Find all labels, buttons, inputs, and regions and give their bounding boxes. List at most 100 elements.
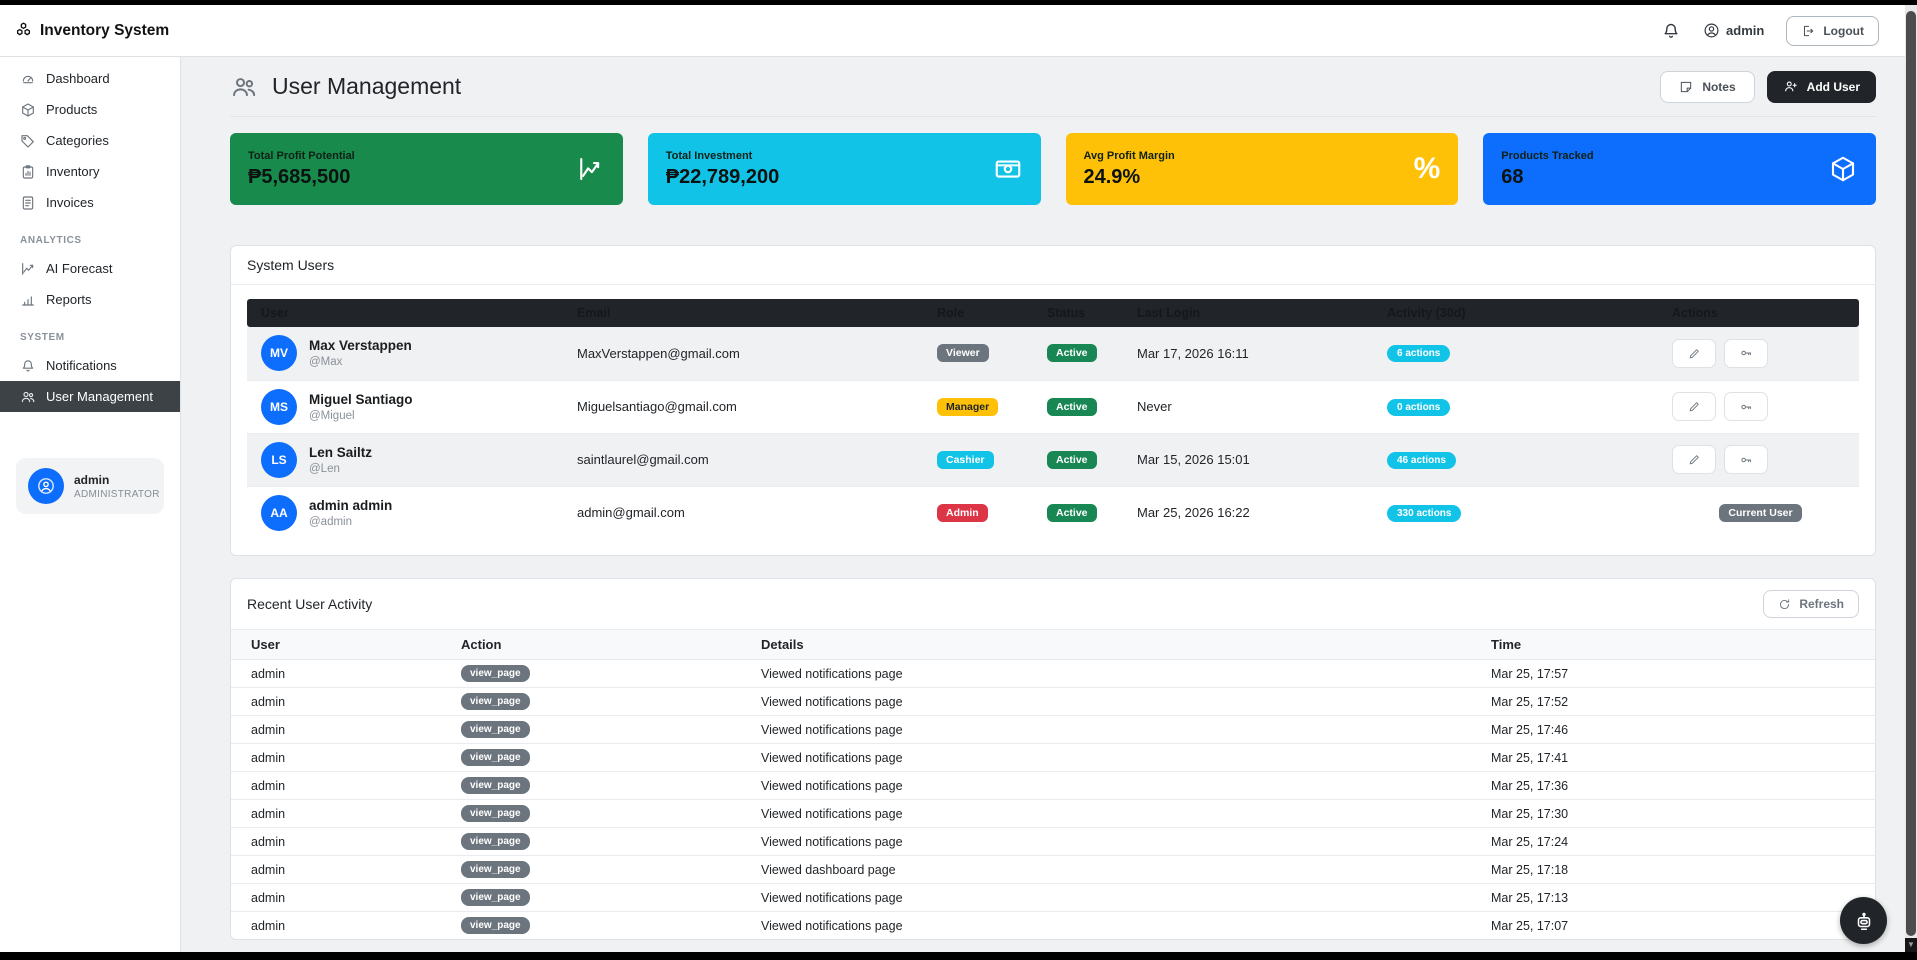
activity-user: admin	[231, 772, 441, 800]
sidebar-item-categories[interactable]: Categories	[0, 125, 180, 156]
sidebar-label: User Management	[46, 389, 153, 404]
reset-password-button[interactable]	[1724, 392, 1768, 421]
avatar: LS	[261, 442, 297, 478]
activity-details: Viewed notifications page	[741, 828, 1471, 856]
last-login: Mar 15, 2026 15:01	[1127, 433, 1377, 486]
bar-chart-icon	[20, 292, 36, 308]
activity-time: Mar 25, 17:30	[1471, 800, 1875, 828]
sidebar-item-reports[interactable]: Reports	[0, 284, 180, 315]
page-title: User Management	[272, 73, 461, 100]
list-item: admin view_page Viewed notifications pageM…	[231, 884, 1875, 912]
activity-badge: 0 actions	[1387, 399, 1450, 416]
status-badge: Active	[1047, 344, 1097, 362]
brand-title: Inventory System	[40, 22, 169, 40]
activity-user: admin	[231, 856, 441, 884]
refresh-button[interactable]: Refresh	[1763, 590, 1859, 618]
recent-activity-title: Recent User Activity	[247, 596, 372, 612]
profile-role: ADMINISTRATOR	[74, 489, 160, 500]
edit-user-button[interactable]	[1672, 392, 1716, 421]
user-email: saintlaurel@gmail.com	[567, 433, 927, 486]
activity-table-header: User Action Details Time	[231, 630, 1875, 660]
activity-time: Mar 25, 17:41	[1471, 744, 1875, 772]
list-item: adminview_pageViewed notifications pageM…	[231, 744, 1875, 772]
sidebar-label: Inventory	[46, 164, 99, 179]
top-border-strip	[0, 0, 1917, 5]
role-badge: Cashier	[937, 451, 994, 469]
activity-time: Mar 25, 17:46	[1471, 716, 1875, 744]
person-circle-icon	[1703, 22, 1720, 39]
sidebar-item-notifications[interactable]: Notifications	[0, 350, 180, 381]
stat-value: 24.9%	[1084, 166, 1175, 189]
action-badge: view_page	[461, 777, 530, 794]
activity-time: Mar 25, 17:07	[1471, 912, 1875, 940]
graph-up-icon	[20, 261, 36, 277]
logout-label: Logout	[1823, 24, 1864, 38]
sidebar-label: AI Forecast	[46, 261, 112, 276]
edit-user-button[interactable]	[1672, 445, 1716, 474]
edit-user-button[interactable]	[1672, 339, 1716, 368]
list-item: adminview_pageViewed dashboard pageMar 2…	[231, 856, 1875, 884]
stat-card-profit-potential: Total Profit Potential ₱5,685,500	[230, 133, 623, 205]
sidebar-label: Reports	[46, 292, 92, 307]
scroll-down-arrow-icon[interactable]: ▼	[1905, 938, 1917, 952]
sidebar-item-user-management[interactable]: User Management	[0, 381, 180, 412]
brand: Inventory System	[14, 21, 169, 40]
assistant-robot-button[interactable]	[1840, 897, 1887, 944]
sidebar-item-products[interactable]: Products	[0, 94, 180, 125]
col-user: User	[231, 630, 441, 660]
logout-button[interactable]: Logout	[1786, 16, 1879, 46]
cash-icon	[993, 154, 1023, 184]
activity-badge: 330 actions	[1387, 505, 1461, 522]
activity-time: Mar 25, 17:13	[1471, 884, 1875, 912]
activity-time: Mar 25, 17:36	[1471, 772, 1875, 800]
activity-user: admin	[231, 688, 441, 716]
sidebar-item-invoices[interactable]: Invoices	[0, 187, 180, 218]
action-badge: view_page	[461, 805, 530, 822]
sidebar-item-dashboard[interactable]: Dashboard	[0, 63, 180, 94]
activity-details: Viewed notifications page	[741, 744, 1471, 772]
user-email: Miguelsantiago@gmail.com	[567, 380, 927, 433]
sidebar-item-inventory[interactable]: Inventory	[0, 156, 180, 187]
sidebar-label: Invoices	[46, 195, 94, 210]
activity-details: Viewed notifications page	[741, 800, 1471, 828]
person-plus-icon	[1783, 79, 1798, 94]
reset-password-button[interactable]	[1724, 339, 1768, 368]
activity-badge: 46 actions	[1387, 452, 1456, 469]
action-badge: view_page	[461, 889, 530, 906]
sidebar-item-ai-forecast[interactable]: AI Forecast	[0, 253, 180, 284]
topbar: Inventory System admin Logou	[0, 5, 1905, 57]
user-name: Len Sailtz	[309, 445, 372, 460]
role-badge: Admin	[937, 504, 988, 522]
main-content: User Management Notes Add User	[181, 57, 1905, 952]
list-item: adminview_pageViewed notifications pageM…	[231, 800, 1875, 828]
sidebar-profile-card: admin ADMINISTRATOR	[16, 458, 164, 514]
stat-label: Avg Profit Margin	[1084, 150, 1175, 162]
table-row: MS Miguel Santiago @Miguel Miguelsantiag…	[247, 380, 1859, 433]
list-item: adminview_pageViewed notifications pageM…	[231, 688, 1875, 716]
role-badge: Viewer	[937, 344, 989, 362]
role-badge: Manager	[937, 398, 998, 416]
notes-button[interactable]: Notes	[1660, 71, 1754, 103]
stat-card-products-tracked: Products Tracked 68	[1483, 133, 1876, 205]
activity-badge: 6 actions	[1387, 345, 1450, 362]
line-chart-icon	[575, 154, 605, 184]
activity-details: Viewed notifications page	[741, 884, 1471, 912]
stat-card-total-investment: Total Investment ₱22,789,200	[648, 133, 1041, 205]
avatar: MS	[261, 389, 297, 425]
last-login: Mar 25, 2026 16:22	[1127, 486, 1377, 539]
status-badge: Active	[1047, 504, 1097, 522]
activity-user: admin	[231, 884, 441, 912]
avatar: AA	[261, 495, 297, 531]
reset-password-button[interactable]	[1724, 445, 1768, 474]
list-item: adminview_pageViewed notifications pageM…	[231, 660, 1875, 688]
user-handle: @Miguel	[309, 410, 413, 422]
user-name: Max Verstappen	[309, 338, 412, 353]
scrollbar-thumb[interactable]	[1906, 11, 1916, 936]
stat-value: 68	[1501, 166, 1593, 189]
notification-bell-icon[interactable]	[1661, 21, 1681, 41]
add-user-button[interactable]: Add User	[1767, 71, 1876, 103]
col-time: Time	[1471, 630, 1875, 660]
page-scrollbar[interactable]: ▼	[1905, 5, 1917, 952]
sidebar: Dashboard Products Categories Inventory …	[0, 57, 181, 952]
topbar-user[interactable]: admin	[1703, 22, 1764, 39]
